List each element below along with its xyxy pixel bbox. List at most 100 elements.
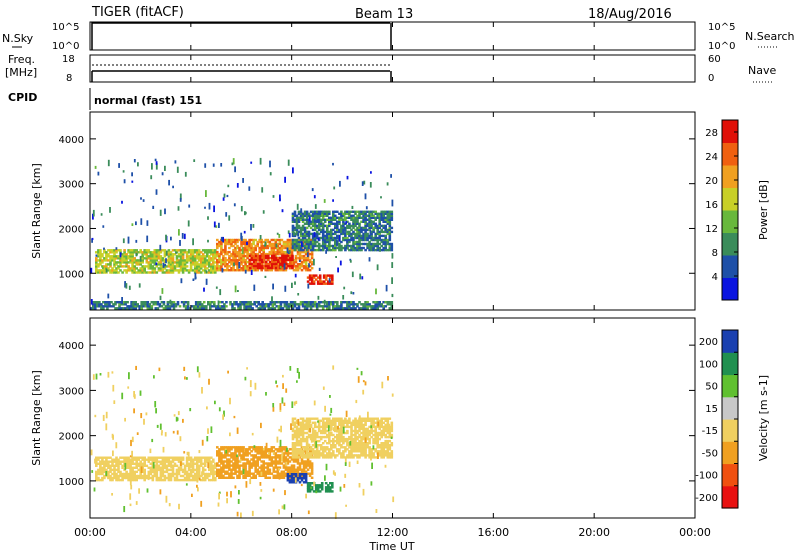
heatmap-cell [246,448,249,451]
heatmap-cell [248,242,251,246]
heatmap-cell [134,305,137,308]
heatmap-cell [202,305,206,308]
heatmap-cell [175,470,179,474]
heatmap-cell [292,481,296,484]
heatmap-cell [240,448,243,451]
heatmap-cell [159,456,163,459]
heatmap-cell [224,263,227,266]
heatmap-cell [153,269,157,272]
heatmap-cell [354,228,357,232]
heatmap-cell [195,257,199,260]
nsky-tick-top: 10^5 [52,22,79,33]
heatmap-cell [352,230,355,234]
heatmap-cell [291,437,295,441]
heatmap-cell [248,246,251,250]
heatmap-cell [113,476,116,480]
heatmap-cell [271,262,274,266]
heatmap-cell [125,460,128,463]
heatmap-cell [330,427,332,432]
heatmap-cell [297,305,301,308]
heatmap-cell [165,476,169,480]
heatmap-cell [187,269,191,272]
heatmap-cell [218,464,221,467]
heatmap-cell [354,439,357,443]
heatmap-cell [228,464,231,467]
heatmap-cell [177,206,180,211]
heatmap-cell [336,301,339,304]
heatmap-cell [372,248,375,252]
heatmap-cell [340,423,343,427]
heatmap-cell [314,484,318,487]
heatmap-cell [109,460,112,463]
heatmap-cell [214,462,217,465]
heatmap-cell [166,307,170,310]
heatmap-cell [364,222,367,225]
heatmap-cell [262,254,266,258]
heatmap-cell [316,490,320,493]
heatmap-cell [250,446,253,449]
heatmap-cell [291,224,295,228]
heatmap-cell [271,296,273,302]
heatmap-cell [291,264,294,268]
heatmap-cell [260,460,263,463]
heatmap-cell [290,263,294,266]
heatmap-cell [193,462,197,465]
heatmap-cell [135,259,138,262]
heatmap-cell [309,448,313,451]
heatmap-cell [340,212,343,215]
heatmap-cell [141,271,144,274]
heatmap-cell [329,488,332,491]
heatmap-cell [171,456,175,459]
heatmap-cell [296,468,300,471]
heatmap-cell [115,247,118,250]
heatmap-cell [289,254,292,258]
heatmap-cell [313,244,317,248]
heatmap-cell [175,251,177,254]
heatmap-cell [169,468,173,472]
heatmap-cell [262,256,266,260]
heatmap-cell [240,263,243,266]
heatmap-cell [356,437,359,441]
heatmap-cell [318,280,322,283]
heatmap-cell [292,167,294,174]
heatmap-cell [236,263,239,266]
heatmap-cell [368,425,371,429]
heatmap-cell [220,448,223,451]
heatmap-cell [129,259,132,262]
heatmap-cell [276,252,280,256]
heatmap-cell [165,458,169,461]
heatmap-cell [94,305,97,308]
heatmap-cell [171,249,175,252]
heatmap-cell [213,221,216,228]
heatmap-cell [305,456,309,459]
heatmap-cell [305,450,309,453]
heatmap-cell [262,260,265,264]
heatmap-cell [252,256,256,260]
heatmap-cell [332,248,335,252]
heatmap-cell [334,224,337,228]
heatmap-cell [199,478,203,482]
heatmap-cell [175,472,179,476]
heatmap-cell [323,236,327,240]
heatmap-cell [143,468,146,472]
heatmap-cell [388,427,392,431]
heatmap-cell [315,210,319,213]
heatmap-cell [240,470,243,473]
heatmap-cell [370,171,372,174]
heatmap-cell [286,247,289,254]
heatmap-cell [128,372,130,380]
heatmap-cell [299,303,303,306]
heatmap-cell [302,260,306,264]
heatmap-cell [174,303,178,306]
heatmap-cell [125,456,128,459]
heatmap-cell [230,240,233,244]
date-label: 18/Aug/2016 [588,7,672,22]
heatmap-cell [205,270,208,274]
heatmap-cell [334,435,337,439]
heatmap-cell [191,269,195,272]
heatmap-cell [139,464,142,467]
heatmap-cell [286,473,290,476]
heatmap-cell [290,260,294,264]
heatmap-cell [362,427,365,431]
heatmap-cell [111,371,114,374]
